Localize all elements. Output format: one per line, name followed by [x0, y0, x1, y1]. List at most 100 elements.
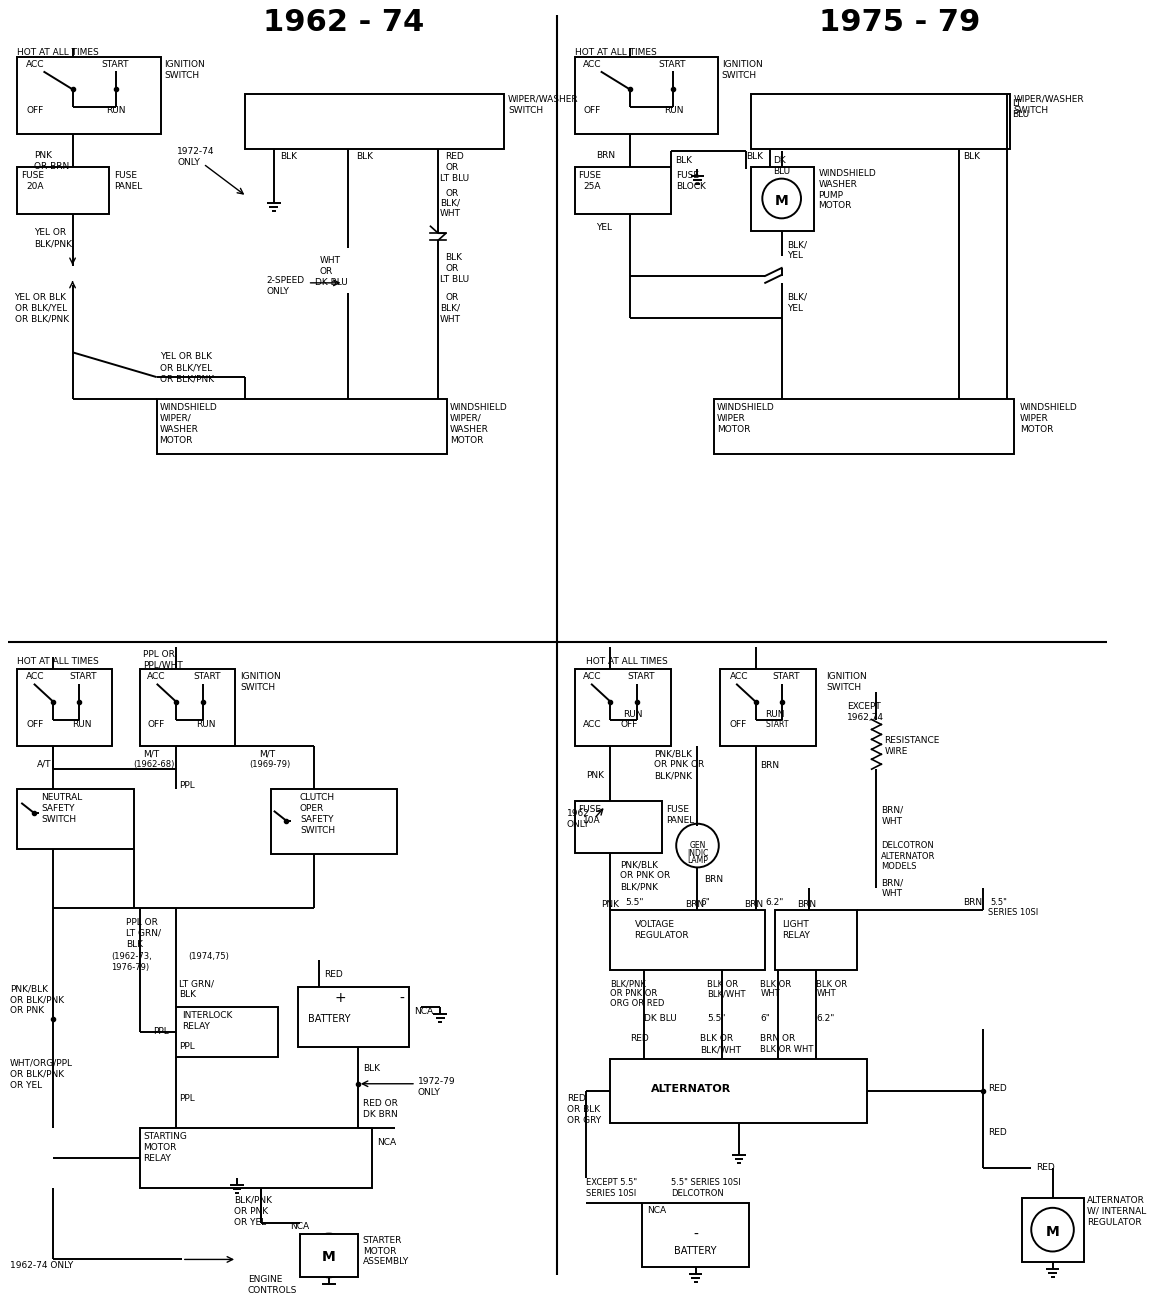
Text: A/T: A/T: [37, 759, 51, 768]
Circle shape: [676, 824, 719, 868]
Text: YEL: YEL: [788, 251, 803, 260]
Text: ENGINE: ENGINE: [248, 1276, 282, 1285]
Text: OR GRY: OR GRY: [567, 1115, 601, 1124]
Text: OR YEL: OR YEL: [234, 1217, 266, 1226]
Text: RED: RED: [630, 1035, 649, 1044]
Text: PNK/BLK: PNK/BLK: [9, 984, 47, 993]
Text: WIPER/WASHER: WIPER/WASHER: [508, 95, 578, 104]
Text: WHT: WHT: [440, 210, 461, 219]
Bar: [157, 399, 447, 453]
Text: OFF: OFF: [620, 720, 637, 729]
Text: START: START: [101, 60, 129, 69]
Bar: [244, 95, 505, 149]
Text: SWITCH: SWITCH: [508, 106, 543, 115]
Text: (1962-73,: (1962-73,: [112, 952, 152, 961]
Text: HOT AT ALL TIMES: HOT AT ALL TIMES: [586, 657, 668, 666]
Text: IGNITION: IGNITION: [240, 672, 281, 681]
Text: WHT: WHT: [817, 989, 836, 998]
Text: 1962-74 ONLY: 1962-74 ONLY: [9, 1261, 73, 1270]
Text: OR BLK/PNK: OR BLK/PNK: [160, 374, 214, 383]
Bar: [176, 1008, 278, 1057]
Text: OR: OR: [445, 189, 458, 198]
Text: (1962-68): (1962-68): [134, 760, 175, 769]
Text: DK: DK: [773, 155, 786, 164]
Text: M: M: [775, 193, 788, 207]
Text: WINDSHIELD: WINDSHIELD: [717, 403, 774, 412]
Text: HOT AT ALL TIMES: HOT AT ALL TIMES: [17, 657, 99, 666]
Text: BLK/WHT: BLK/WHT: [707, 989, 745, 998]
Circle shape: [1031, 1208, 1074, 1251]
Text: PPL OR: PPL OR: [126, 918, 158, 927]
Text: ORG OR RED: ORG OR RED: [611, 1000, 665, 1009]
Text: BRN: BRN: [704, 875, 723, 884]
Text: FUSE: FUSE: [676, 171, 699, 180]
Text: DK BRN: DK BRN: [363, 1110, 397, 1119]
Text: WHT: WHT: [881, 817, 902, 826]
Text: NCA: NCA: [414, 1008, 433, 1017]
Text: IGNITION: IGNITION: [721, 60, 763, 69]
Text: PANEL: PANEL: [667, 816, 695, 825]
Text: OFF: OFF: [583, 106, 600, 115]
Text: WHT: WHT: [881, 890, 902, 899]
Text: LT: LT: [1011, 100, 1021, 109]
Text: PPL: PPL: [179, 781, 195, 790]
Text: RED: RED: [1036, 1163, 1055, 1172]
Bar: [300, 1234, 358, 1277]
Text: BRN: BRN: [596, 150, 615, 159]
Text: M/T: M/T: [259, 750, 275, 759]
Text: WHT: WHT: [440, 315, 461, 324]
Text: WHT: WHT: [760, 989, 780, 998]
Text: PNK/BLK: PNK/BLK: [654, 750, 692, 759]
Text: M: M: [1046, 1225, 1060, 1239]
Text: BLK: BLK: [675, 155, 692, 164]
Text: BLK OR WHT: BLK OR WHT: [760, 1045, 813, 1054]
Text: 1976-79): 1976-79): [112, 962, 150, 971]
Text: 1975 - 79: 1975 - 79: [819, 8, 980, 38]
Text: BLK/: BLK/: [788, 293, 808, 302]
Text: SWITCH: SWITCH: [165, 71, 199, 80]
Text: -: -: [399, 992, 404, 1005]
Text: YEL: YEL: [788, 304, 803, 312]
Text: OR PNK: OR PNK: [9, 1006, 44, 1015]
Text: 25A: 25A: [583, 181, 601, 190]
Text: BLK: BLK: [363, 1064, 380, 1074]
Text: 1962 - 74: 1962 - 74: [263, 8, 424, 38]
Text: M/T: M/T: [143, 750, 159, 759]
Text: MOTOR: MOTOR: [143, 1143, 176, 1153]
Text: SWITCH: SWITCH: [826, 682, 862, 692]
Text: WHT: WHT: [319, 256, 340, 265]
Text: RED: RED: [987, 1084, 1007, 1093]
Text: ACC: ACC: [26, 672, 45, 681]
Text: BLK: BLK: [745, 152, 763, 161]
Text: 6": 6": [700, 899, 711, 908]
Text: WIPER: WIPER: [1020, 414, 1048, 423]
Text: STARTER: STARTER: [363, 1235, 402, 1244]
Text: SWITCH: SWITCH: [721, 71, 757, 80]
Text: LT GRN/: LT GRN/: [179, 979, 214, 988]
Text: YEL OR BLK: YEL OR BLK: [15, 293, 67, 302]
Text: RED OR: RED OR: [363, 1098, 397, 1107]
Text: ONLY: ONLY: [177, 158, 200, 167]
Text: BRN/: BRN/: [881, 878, 903, 887]
Text: BLK/PNK: BLK/PNK: [611, 979, 646, 988]
Text: START: START: [69, 672, 97, 681]
Text: BRN: BRN: [685, 900, 704, 909]
Text: CLUTCH: CLUTCH: [300, 793, 335, 802]
Text: BLK OR: BLK OR: [760, 979, 791, 988]
Text: BLK/WHT: BLK/WHT: [700, 1045, 742, 1054]
Text: 10A: 10A: [583, 816, 601, 825]
Text: WINDSHIELD: WINDSHIELD: [160, 403, 218, 412]
Text: 6.2": 6.2": [765, 899, 783, 908]
Text: MOTOR: MOTOR: [160, 435, 194, 444]
Text: DK BLU: DK BLU: [316, 278, 348, 287]
Text: RED: RED: [567, 1094, 585, 1102]
Bar: [714, 399, 1014, 453]
Text: WINDSHIELD: WINDSHIELD: [818, 168, 877, 177]
Text: PNK: PNK: [600, 900, 619, 909]
Text: 6.2": 6.2": [817, 1014, 835, 1023]
Bar: [17, 789, 134, 848]
Text: PUMP: PUMP: [818, 190, 843, 199]
Text: OR PNK OR: OR PNK OR: [620, 872, 670, 881]
Text: BLK/PNK: BLK/PNK: [234, 1195, 272, 1204]
Text: OR BLK/PNK: OR BLK/PNK: [9, 996, 63, 1005]
